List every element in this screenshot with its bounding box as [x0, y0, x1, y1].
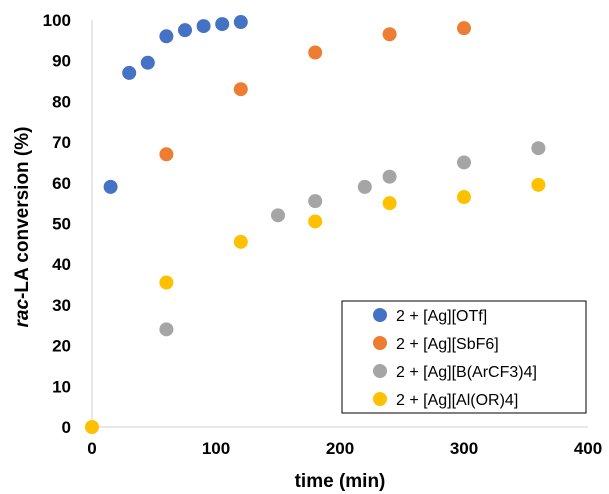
y-tick-label: 80 — [52, 92, 71, 111]
y-axis-title-italic: rac — [12, 299, 33, 328]
data-point — [382, 196, 397, 211]
data-point — [308, 45, 323, 60]
series-4 — [85, 177, 546, 434]
legend-label: 2 + [Ag][SbF6] — [396, 336, 499, 353]
data-point — [159, 147, 174, 162]
data-point — [531, 177, 546, 192]
y-tick-label: 10 — [52, 377, 71, 396]
x-axis-title: time (min) — [295, 471, 386, 492]
legend-item: 2 + [Ag][B(ArCF3)4] — [373, 364, 537, 381]
data-point — [159, 322, 174, 337]
y-tick-label: 0 — [62, 418, 71, 437]
y-tick-label: 100 — [43, 11, 71, 30]
data-point — [196, 19, 211, 34]
y-tick-label: 50 — [52, 215, 71, 234]
x-tick-label: 300 — [450, 439, 478, 458]
data-point — [382, 27, 397, 42]
data-point — [531, 141, 546, 156]
x-tick-label: 100 — [202, 439, 230, 458]
data-point — [159, 29, 174, 44]
data-point — [122, 65, 137, 80]
y-axis-title-rest: -LA conversion (%) — [12, 127, 33, 299]
y-tick-label: 60 — [52, 174, 71, 193]
data-point — [159, 275, 174, 290]
x-tick-label: 200 — [326, 439, 354, 458]
series-1 — [103, 15, 248, 194]
x-tick-label: 0 — [87, 439, 96, 458]
legend-item: 2 + [Ag][SbF6] — [373, 336, 499, 353]
data-point — [233, 82, 248, 97]
legend-label: 2 + [Ag][B(ArCF3)4] — [396, 364, 537, 381]
y-tick-label: 20 — [52, 337, 71, 356]
data-point — [308, 194, 323, 209]
data-point — [457, 155, 471, 170]
legend-item: 2 + [Ag][Al(OR)4] — [373, 392, 518, 409]
y-tick-label: 90 — [52, 52, 71, 71]
tick-labels: 0 10 20 30 40 50 60 70 80 90 100 0 100 200 300 400 — [43, 11, 603, 458]
data-point — [308, 214, 323, 229]
legend-marker — [373, 336, 387, 350]
data-point — [85, 420, 99, 434]
data-point — [357, 179, 372, 194]
y-tick-label: 30 — [52, 296, 71, 315]
data-point — [382, 169, 397, 184]
legend-marker — [373, 308, 387, 322]
data-point — [457, 21, 471, 36]
y-tick-label: 40 — [52, 255, 71, 274]
series-3 — [159, 141, 546, 337]
data-points — [85, 15, 546, 434]
legend-label: 2 + [Ag][Al(OR)4] — [396, 392, 518, 409]
data-point — [233, 15, 248, 30]
data-point — [140, 55, 155, 70]
axes — [91, 20, 588, 428]
data-point — [233, 234, 248, 249]
legend-item: 2 + [Ag][OTf] — [373, 308, 487, 325]
legend: 2 + [Ag][OTf] 2 + [Ag][SbF6] 2 + [Ag][B(Ar… — [341, 300, 587, 414]
y-tick-label: 70 — [52, 133, 71, 152]
x-tick-label: 400 — [574, 439, 602, 458]
series-2 — [159, 21, 471, 162]
data-point — [215, 17, 230, 32]
legend-marker — [373, 392, 387, 406]
data-point — [178, 23, 192, 38]
legend-marker — [373, 364, 387, 378]
y-axis-title: rac-LA conversion (%) — [12, 127, 33, 328]
legend-label: 2 + [Ag][OTf] — [396, 308, 487, 325]
data-point — [457, 190, 471, 205]
data-point — [103, 179, 118, 194]
data-point — [271, 208, 285, 223]
